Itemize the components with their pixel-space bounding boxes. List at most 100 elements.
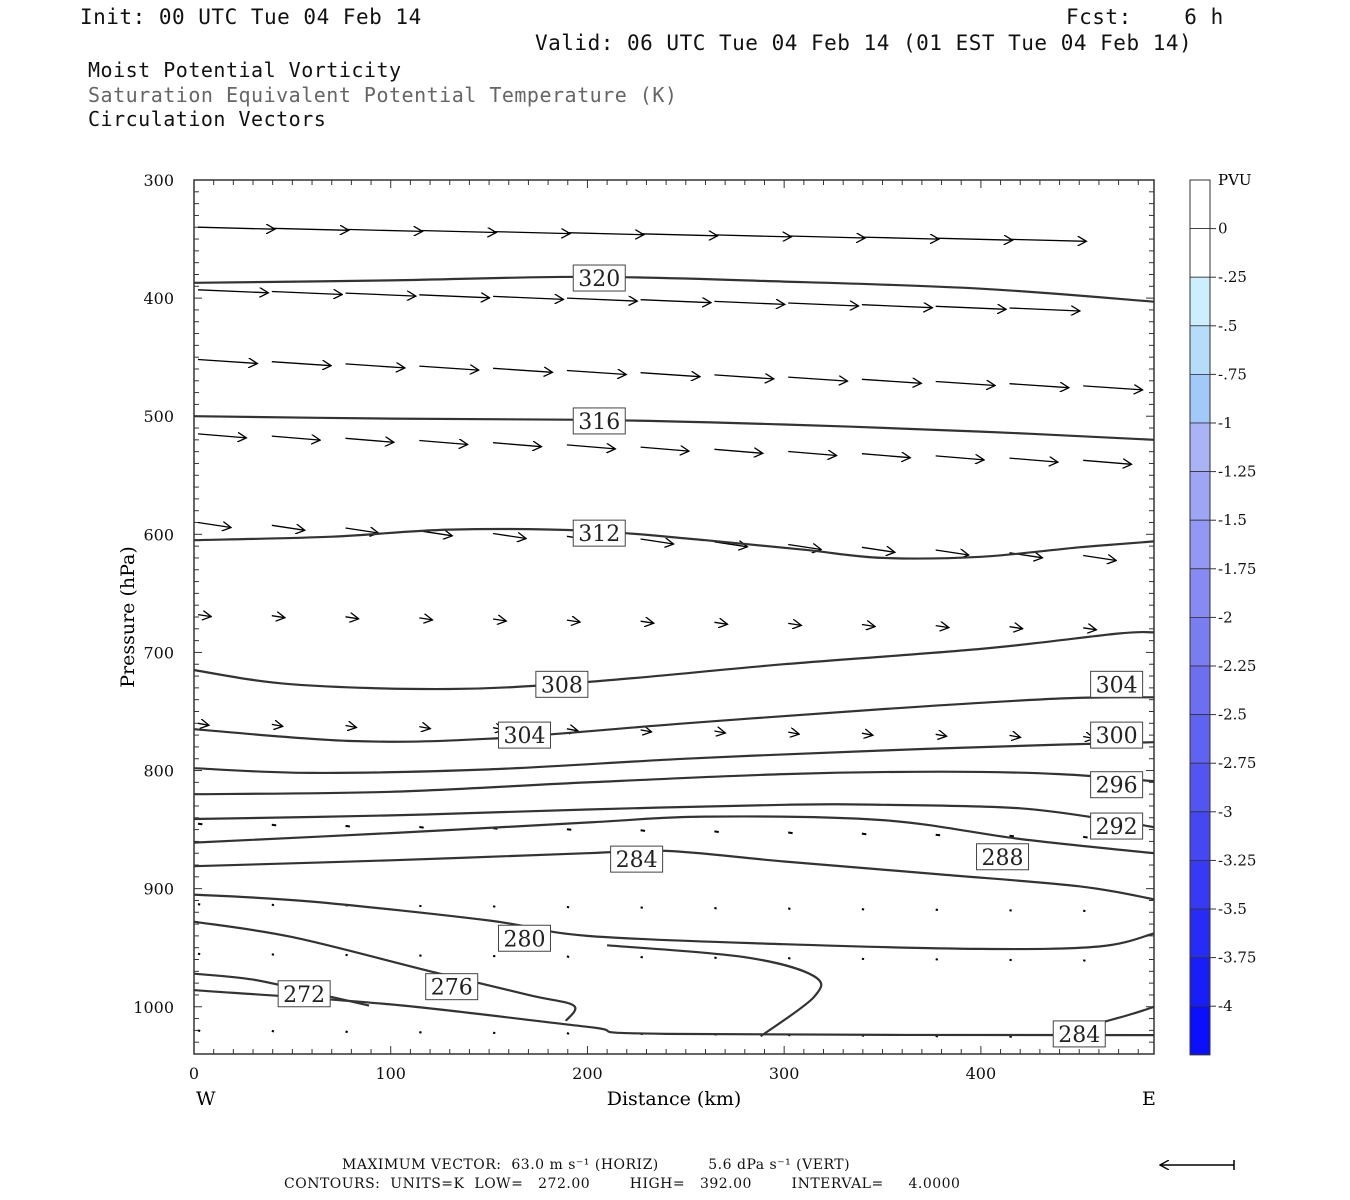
vector-dot xyxy=(197,822,203,826)
contour-label: 284 xyxy=(1058,1023,1100,1048)
colorbar-swatch xyxy=(1189,860,1211,910)
colorbar-label: -2.5 xyxy=(1218,706,1247,724)
contour-label: 292 xyxy=(1096,815,1138,840)
colorbar-swatch xyxy=(1189,1005,1211,1056)
y-tick-label: 1000 xyxy=(133,998,174,1017)
contour-label-box xyxy=(1090,670,1144,698)
vector-arrow xyxy=(861,379,921,383)
vector-arrow xyxy=(271,525,305,530)
vector-dot xyxy=(935,958,939,961)
colorbar-label: -1.75 xyxy=(1218,560,1256,578)
contour-label: 272 xyxy=(283,983,325,1008)
y-tick-label: 300 xyxy=(143,171,174,190)
vector-dot xyxy=(271,1029,275,1033)
colorbar-swatch xyxy=(1189,811,1211,861)
y-tick-label: 700 xyxy=(143,643,174,662)
colorbar-unit: PVU xyxy=(1218,171,1252,189)
contour-line xyxy=(193,849,1155,901)
contour-label: 296 xyxy=(1096,774,1138,799)
vector-arrow xyxy=(566,233,644,235)
vector-arrow xyxy=(493,443,541,447)
vector-arrow xyxy=(788,545,821,550)
max-vector-note: MAXIMUM VECTOR: 63.0 m s⁻¹ (HORIZ) 5.6 d… xyxy=(342,1157,851,1173)
vector-arrow xyxy=(640,730,652,732)
vector-dot xyxy=(345,953,348,957)
vector-dot xyxy=(197,903,201,906)
vector-arrow xyxy=(419,441,467,445)
contour-label-box xyxy=(425,973,479,1001)
vector-arrow xyxy=(714,235,791,237)
contour-line xyxy=(607,944,823,1038)
vector-arrow xyxy=(271,724,283,726)
colorbar-swatch xyxy=(1189,179,1211,229)
vector-dot xyxy=(640,906,644,909)
vector-dot xyxy=(935,908,939,912)
colorbar-label: -2.25 xyxy=(1218,657,1256,675)
vector-arrow xyxy=(714,622,727,624)
vector-dot xyxy=(197,1029,201,1032)
colorbar-swatch xyxy=(1189,908,1211,958)
vector-arrow xyxy=(197,523,231,528)
pv-colorbar: 0 -.25 -.5 -.75 -1 -1.25 -1.5 -1.75 -2 -2.25 -2.5 -… xyxy=(1189,179,1256,1056)
vector-dot xyxy=(492,954,496,958)
colorbar-label: -3.5 xyxy=(1218,900,1247,918)
x-axis-title: Distance (km) xyxy=(607,1088,742,1110)
contour-label-box xyxy=(976,843,1030,871)
vector-arrow xyxy=(861,733,873,735)
vector-arrow xyxy=(271,436,320,440)
field-title-mpv: Moist Potential Vorticity xyxy=(88,58,402,82)
y-axis: 300 400 500 600 700 800 900 1000 xyxy=(133,171,174,1017)
reference-vector xyxy=(1160,1160,1235,1170)
vector-arrow xyxy=(935,382,995,386)
x-tick-label: 200 xyxy=(572,1064,603,1083)
contour-line xyxy=(193,275,1155,303)
colorbar-label: -.75 xyxy=(1218,365,1247,383)
colorbar-swatch xyxy=(1189,762,1211,813)
vector-arrow xyxy=(935,734,947,736)
vector-arrow xyxy=(197,723,209,725)
vector-dot xyxy=(271,903,275,907)
valid-time: Valid: 06 UTC Tue 04 Feb 14 (01 EST Tue … xyxy=(535,31,1193,55)
contour-label: 276 xyxy=(431,976,473,1001)
colorbar-label: -3.25 xyxy=(1218,851,1256,869)
vector-arrow xyxy=(1083,628,1096,630)
vector-arrow xyxy=(714,731,725,733)
contour-label-box xyxy=(497,721,551,749)
minor-ticks xyxy=(193,179,1154,1055)
x-tick-label: 100 xyxy=(375,1064,406,1083)
vector-arrow xyxy=(566,620,580,622)
forecast-hour: Fcst: 6 h xyxy=(1066,5,1224,29)
vector-arrow xyxy=(197,290,268,293)
vector-arrow xyxy=(419,295,489,298)
contour-label: 284 xyxy=(616,848,658,873)
vector-arrow xyxy=(861,625,875,627)
vector-arrow xyxy=(861,237,939,239)
contour-line xyxy=(193,893,1155,951)
contour-label-box xyxy=(277,980,331,1008)
colorbar-label: -3.75 xyxy=(1218,949,1256,967)
colorbar-swatch xyxy=(1189,957,1211,1007)
colorbar-swatch xyxy=(1189,422,1211,472)
contour-label: 304 xyxy=(1096,673,1138,698)
vector-arrow xyxy=(861,305,932,308)
vector-arrow xyxy=(714,449,762,453)
colorbar-swatch xyxy=(1189,714,1211,764)
vector-dot xyxy=(271,823,277,827)
contour-label: 312 xyxy=(578,522,620,547)
vector-arrow xyxy=(345,364,405,368)
vector-arrow xyxy=(714,375,773,379)
colorbar-label: -1.5 xyxy=(1218,511,1247,529)
x-tick-label: 0 xyxy=(189,1064,199,1083)
colorbar-label: 0 xyxy=(1218,220,1228,238)
contour-label-box xyxy=(572,264,626,292)
vector-dot xyxy=(419,904,422,908)
colorbar-swatch xyxy=(1189,228,1211,278)
vector-arrow xyxy=(566,445,615,449)
colorbar-label: -.25 xyxy=(1218,268,1247,286)
contour-line xyxy=(193,989,1155,1037)
vector-dot xyxy=(714,906,717,910)
contour-label: 288 xyxy=(982,846,1024,871)
vector-dot xyxy=(492,905,496,908)
y-tick-label: 900 xyxy=(143,880,174,899)
vector-arrow xyxy=(640,539,674,544)
